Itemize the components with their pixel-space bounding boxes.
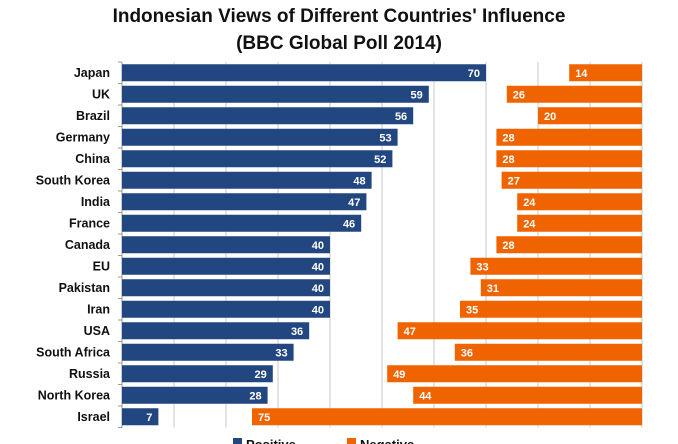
positive-value-label: 40 (312, 304, 324, 316)
category-label: Russia (69, 367, 111, 381)
negative-value-label: 35 (466, 304, 478, 316)
category-label: Israel (77, 410, 110, 424)
positive-value-label: 40 (312, 261, 324, 273)
positive-value-label: 46 (343, 218, 355, 230)
negative-bar (501, 171, 642, 189)
positive-bar (122, 128, 398, 146)
positive-value-label: 29 (255, 369, 267, 381)
negative-value-label: 28 (502, 154, 514, 166)
category-label: China (75, 152, 111, 166)
category-label: Pakistan (59, 281, 110, 295)
negative-value-label: 28 (502, 132, 514, 144)
negative-value-label: 24 (523, 197, 536, 209)
negative-value-label: 31 (487, 283, 499, 295)
negative-value-label: 28 (502, 240, 514, 252)
negative-value-label: 36 (461, 347, 473, 359)
positive-bar (122, 279, 330, 297)
positive-bar (122, 214, 362, 232)
positive-value-label: 56 (395, 111, 407, 123)
positive-value-label: 52 (374, 154, 386, 166)
category-label: Brazil (76, 109, 110, 123)
positive-bar (122, 236, 330, 254)
negative-value-label: 49 (393, 369, 405, 381)
category-label: North Korea (38, 388, 111, 402)
positive-bar (122, 365, 273, 383)
positive-value-label: 47 (348, 197, 360, 209)
negative-bar (387, 365, 642, 383)
category-label: Canada (65, 238, 111, 252)
negative-bar (506, 85, 642, 103)
category-label: Japan (74, 66, 110, 80)
negative-bar (569, 64, 642, 82)
category-label: France (69, 216, 110, 230)
negative-bar (252, 408, 642, 426)
positive-bar (122, 85, 429, 103)
negative-value-label: 26 (513, 89, 525, 101)
negative-value-label: 14 (575, 68, 588, 80)
positive-value-label: 36 (291, 326, 303, 338)
negative-bar (470, 257, 642, 275)
negative-value-label: 75 (258, 412, 270, 424)
legend-label-negative: Negative (360, 437, 414, 444)
legend-swatch-negative (347, 438, 356, 444)
positive-bar (122, 107, 414, 125)
negative-bar (480, 279, 642, 297)
negative-value-label: 27 (508, 175, 520, 187)
negative-value-label: 44 (419, 390, 432, 402)
positive-value-label: 33 (275, 347, 287, 359)
negative-value-label: 20 (544, 111, 556, 123)
chart-title: Indonesian Views of Different Countries'… (112, 6, 566, 27)
category-label: South Africa (36, 345, 111, 359)
positive-value-label: 28 (249, 390, 261, 402)
negative-bar (460, 300, 642, 318)
negative-bar (517, 193, 642, 211)
category-label: UK (92, 87, 110, 101)
negative-bar (413, 386, 642, 404)
positive-bar (122, 64, 486, 82)
category-label: EU (93, 259, 110, 273)
positive-value-label: 40 (312, 240, 324, 252)
legend-label-positive: Positive (246, 437, 296, 444)
positive-value-label: 53 (379, 132, 391, 144)
negative-value-label: 24 (523, 218, 536, 230)
negative-value-label: 47 (404, 326, 416, 338)
category-label: South Korea (36, 173, 111, 187)
negative-bar (496, 150, 642, 168)
positive-bar (122, 257, 330, 275)
positive-value-label: 40 (312, 283, 324, 295)
chart-subtitle: (BBC Global Poll 2014) (236, 33, 442, 54)
negative-bar (496, 128, 642, 146)
positive-bar (122, 171, 372, 189)
category-label: Germany (56, 130, 110, 144)
positive-bar (122, 322, 310, 340)
positive-value-label: 7 (146, 412, 152, 424)
negative-bar (454, 343, 642, 361)
positive-bar (122, 386, 268, 404)
negative-value-label: 33 (476, 261, 488, 273)
negative-bar (397, 322, 642, 340)
negative-bar (538, 107, 642, 125)
negative-bar (496, 236, 642, 254)
positive-bar (122, 150, 393, 168)
category-label: India (81, 195, 111, 209)
positive-bar (122, 193, 367, 211)
positive-value-label: 70 (468, 68, 480, 80)
category-label: Iran (87, 302, 110, 316)
positive-bar (122, 343, 294, 361)
legend-swatch-positive (233, 438, 242, 444)
positive-bar (122, 408, 159, 426)
negative-bar (517, 214, 642, 232)
positive-bar (122, 300, 330, 318)
positive-value-label: 59 (411, 89, 423, 101)
positive-value-label: 48 (353, 175, 365, 187)
category-label: USA (84, 324, 110, 338)
